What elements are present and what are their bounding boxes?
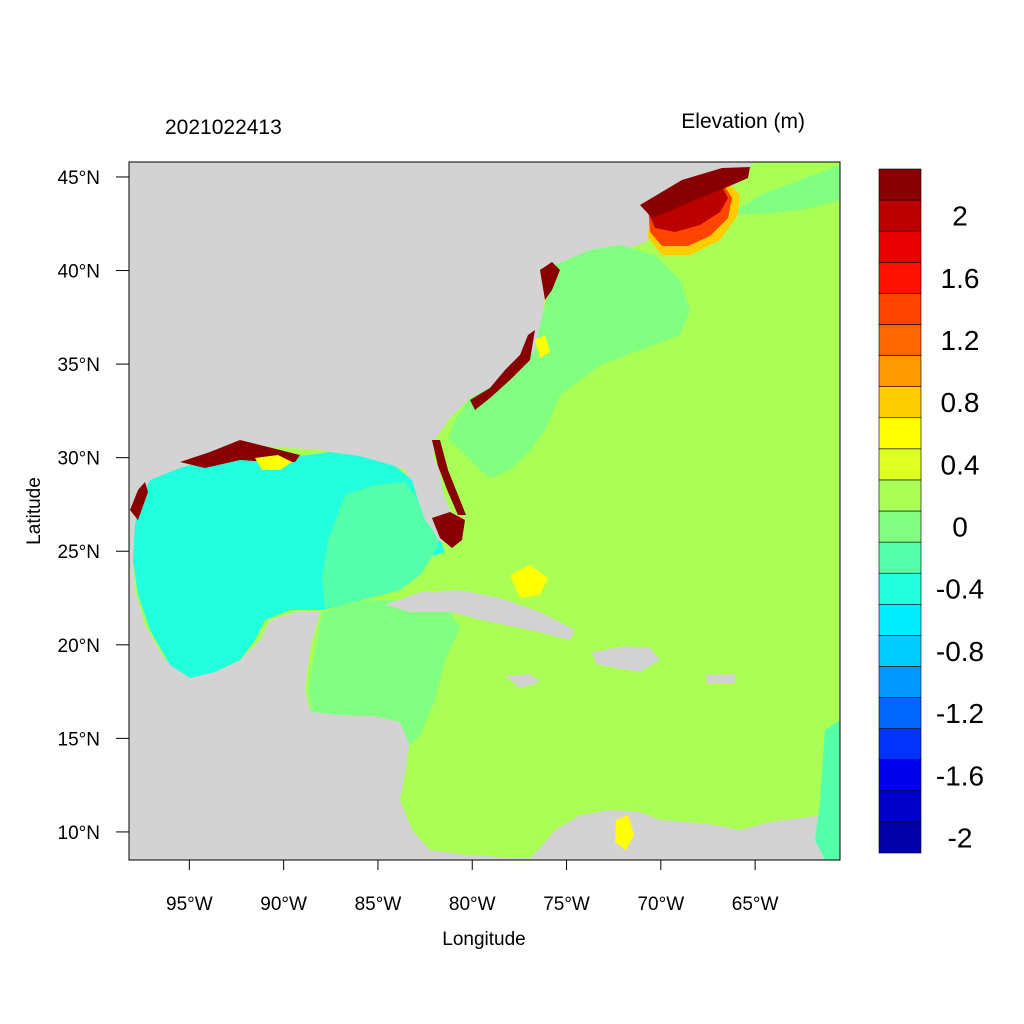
colorbar-label: 0.4 bbox=[941, 449, 980, 480]
colorbar-swatch bbox=[878, 293, 922, 325]
colorbar-swatch bbox=[878, 386, 922, 419]
y-axis-label: Latitude bbox=[24, 477, 45, 545]
colorbar-swatch bbox=[878, 790, 922, 823]
colorbar-label: 1.6 bbox=[941, 263, 980, 294]
x-tick-label: 70°W bbox=[637, 894, 684, 915]
colorbar-swatch bbox=[878, 666, 922, 698]
hispaniola-land bbox=[592, 646, 660, 672]
north-america-land bbox=[129, 162, 840, 860]
jamaica-land bbox=[505, 674, 540, 688]
colorbar-swatch bbox=[878, 603, 922, 636]
gulf-of-maine-core bbox=[640, 167, 750, 218]
x-axis-label: Longitude bbox=[442, 929, 525, 950]
colorbar-swatch bbox=[878, 355, 922, 387]
x-tick-label: 95°W bbox=[166, 894, 213, 915]
mid-atlantic-coast-surge bbox=[540, 262, 560, 300]
y-tick-label: 45°N bbox=[58, 168, 100, 189]
colorbar-label: -1.2 bbox=[936, 698, 984, 729]
x-tick-label: 90°W bbox=[260, 894, 307, 915]
y-tick-label: 15°N bbox=[58, 729, 100, 750]
map-frame bbox=[128, 161, 841, 861]
atlantic-shelf-water bbox=[448, 245, 690, 478]
colorbar-swatch bbox=[878, 697, 922, 729]
y-tick-label: 30°N bbox=[58, 449, 100, 470]
map-panel bbox=[129, 162, 840, 860]
colorbar-swatch bbox=[878, 324, 922, 356]
x-tick-label: 65°W bbox=[732, 894, 779, 915]
colorbar-label: -0.8 bbox=[936, 636, 984, 667]
y-tick-label: 40°N bbox=[58, 262, 100, 283]
x-tick-label: 85°W bbox=[355, 894, 402, 915]
timestamp-label: 2021022413 bbox=[165, 116, 282, 139]
bahamas-water bbox=[510, 565, 548, 598]
map-title: Elevation (m) bbox=[681, 110, 805, 133]
colorbar-label: -1.6 bbox=[936, 760, 984, 791]
colorbar-label: 1.2 bbox=[941, 325, 980, 356]
texas-coast-surge bbox=[130, 482, 148, 520]
colorbar-label: -0.4 bbox=[936, 574, 984, 605]
colorbar: 2 1.6 1.2 0.8 0.4 0 -0.4 -0.8 -1.2 -1.6 -2 bbox=[878, 168, 984, 854]
colorbar-swatch bbox=[878, 417, 922, 450]
colorbar-swatch bbox=[878, 261, 922, 294]
maracaibo-lake bbox=[615, 815, 634, 850]
colorbar-swatch bbox=[878, 728, 922, 761]
colorbar-swatch bbox=[878, 479, 922, 512]
colorbar-swatch bbox=[878, 510, 922, 543]
colorbar-swatch bbox=[878, 541, 922, 574]
colorbar-swatch bbox=[878, 168, 922, 201]
y-axis: 45°N 40°N 35°N 30°N 25°N 20°N 15°N 10°N bbox=[58, 168, 129, 844]
x-tick-label: 80°W bbox=[449, 894, 496, 915]
y-tick-label: 25°N bbox=[58, 542, 100, 563]
north-atlantic-shelf-water bbox=[730, 165, 840, 215]
colorbar-swatch bbox=[878, 759, 922, 792]
gulf-of-maine-dark-red bbox=[645, 183, 728, 232]
colorbar-label: -2 bbox=[948, 822, 973, 853]
south-florida-surge bbox=[432, 512, 465, 548]
y-tick-label: 20°N bbox=[58, 636, 100, 657]
colorbar-label: 0.8 bbox=[941, 387, 980, 418]
louisiana-coast-yellow bbox=[255, 455, 292, 470]
colorbar-label: 2 bbox=[952, 201, 968, 232]
western-caribbean-water bbox=[308, 600, 460, 745]
x-axis: 95°W 90°W 85°W 80°W 75°W 70°W 65°W bbox=[166, 860, 779, 915]
carolina-coast-surge bbox=[470, 330, 535, 410]
colorbar-swatch bbox=[878, 448, 922, 481]
eastern-caribbean-shelf bbox=[815, 720, 840, 860]
colorbar-swatch bbox=[878, 199, 922, 232]
chesapeake-yellow bbox=[535, 335, 550, 358]
y-tick-label: 35°N bbox=[58, 355, 100, 376]
colorbar-swatch bbox=[878, 635, 922, 667]
colorbar-swatch bbox=[878, 572, 922, 605]
eastern-gulf-water bbox=[322, 482, 440, 608]
colorbar-swatch bbox=[878, 821, 922, 854]
puerto-rico-land bbox=[705, 674, 735, 684]
x-tick-label: 75°W bbox=[543, 894, 590, 915]
colorbar-swatch bbox=[878, 230, 922, 263]
florida-east-coast-surge bbox=[432, 440, 466, 515]
cuba-land bbox=[385, 590, 575, 640]
y-tick-label: 10°N bbox=[58, 823, 100, 844]
colorbar-label: 0 bbox=[952, 512, 968, 543]
